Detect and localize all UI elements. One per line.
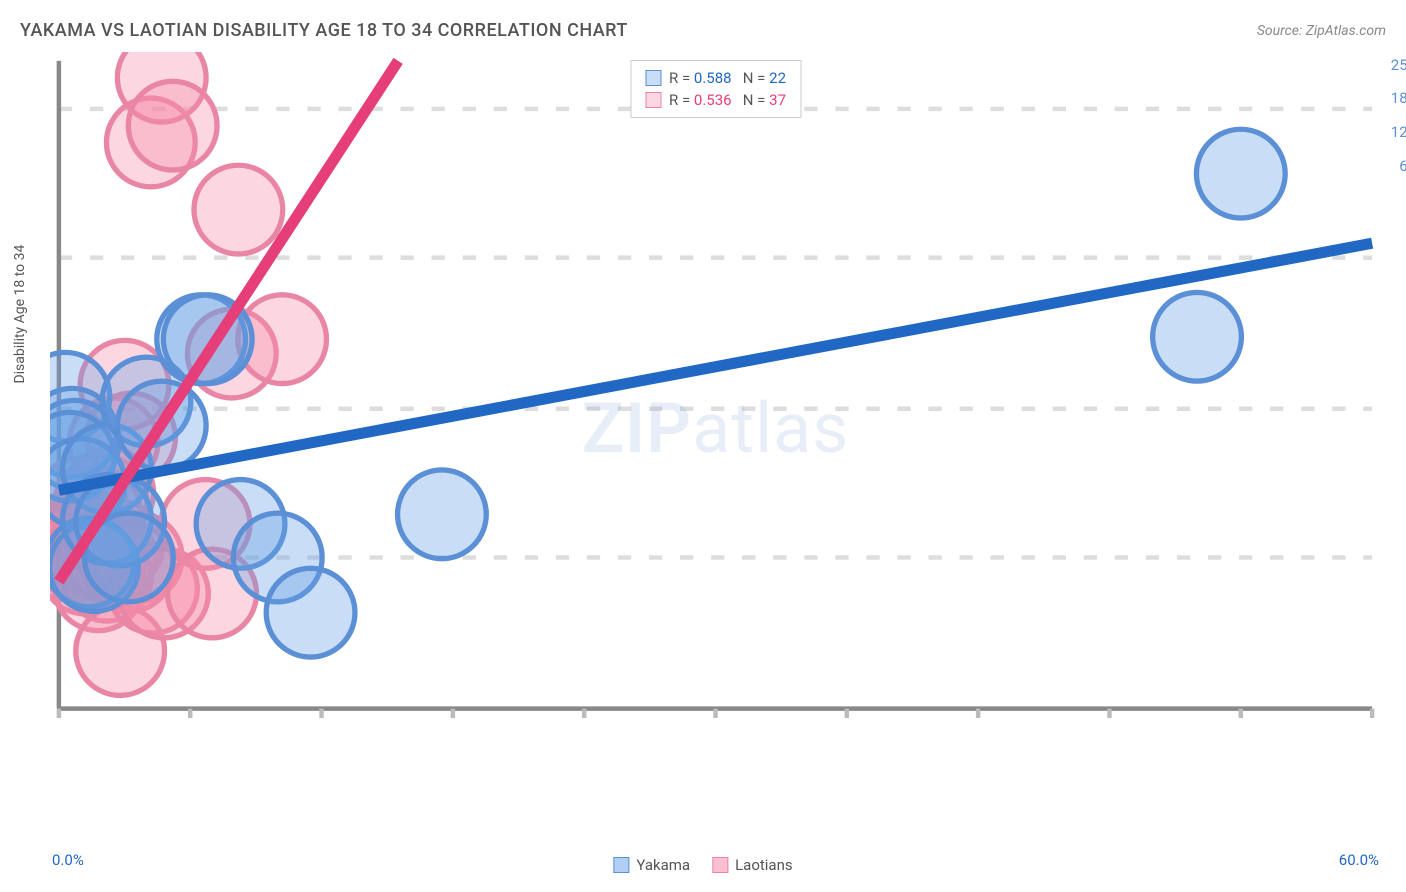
legend-stats-row: R = 0.536 N = 37 <box>645 89 786 111</box>
x-axis-start-label: 0.0% <box>52 851 84 869</box>
legend-swatch-icon <box>645 70 661 86</box>
chart-area: Disability Age 18 to 34 ZIPatlas R = 0.5… <box>50 52 1381 837</box>
legend-swatch-icon <box>712 857 728 873</box>
legend-stats-row: R = 0.588 N = 22 <box>645 67 786 89</box>
y-tick-label: 6.3% <box>1399 157 1406 175</box>
legend-stats-text: R = 0.536 N = 37 <box>669 89 786 111</box>
chart-title: YAKAMA VS LAOTIAN DISABILITY AGE 18 TO 3… <box>20 20 628 41</box>
legend-series-item: Laotians <box>712 856 793 874</box>
y-tick-label: 12.5% <box>1391 123 1406 141</box>
scatter-plot <box>50 52 1381 718</box>
legend-swatch-icon <box>645 92 661 108</box>
legend-series: Yakama Laotians <box>613 856 792 874</box>
y-tick-label: 25.0% <box>1391 56 1406 74</box>
legend-series-item: Yakama <box>613 856 690 874</box>
legend-stats: R = 0.588 N = 22R = 0.536 N = 37 <box>630 60 801 118</box>
source-label: Source: ZipAtlas.com <box>1257 23 1386 39</box>
legend-series-label: Laotians <box>735 856 793 874</box>
y-tick-label: 18.8% <box>1391 89 1406 107</box>
y-axis-label: Disability Age 18 to 34 <box>12 244 28 383</box>
legend-series-label: Yakama <box>636 856 690 874</box>
legend-stats-text: R = 0.588 N = 22 <box>669 67 786 89</box>
legend-swatch-icon <box>613 857 629 873</box>
chart-header: YAKAMA VS LAOTIAN DISABILITY AGE 18 TO 3… <box>20 20 1386 41</box>
x-axis-end-label: 60.0% <box>1339 851 1379 869</box>
